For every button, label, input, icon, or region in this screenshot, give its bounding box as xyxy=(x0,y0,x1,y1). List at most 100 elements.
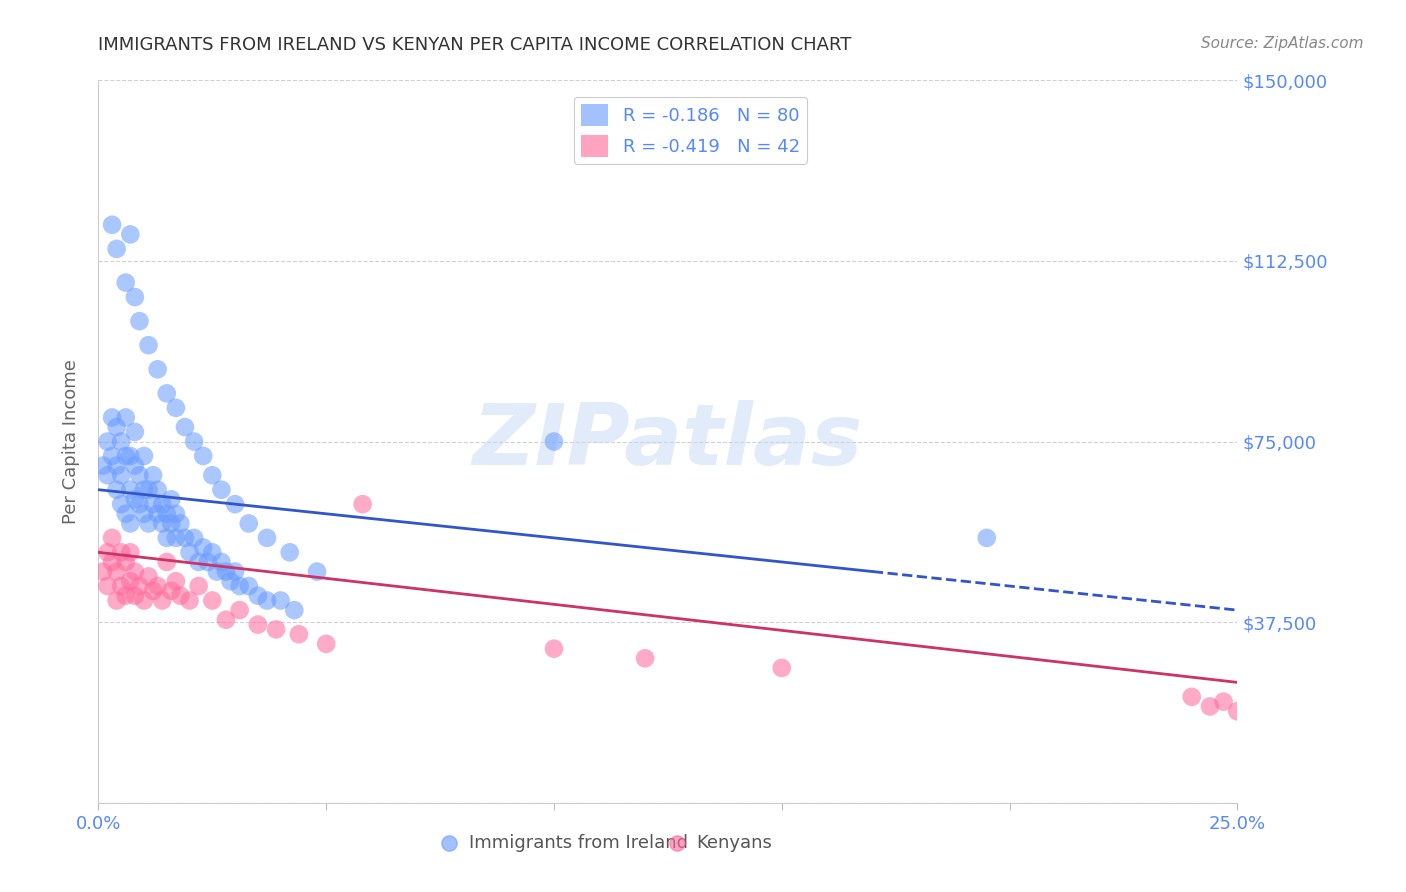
Point xyxy=(101,555,124,569)
Point xyxy=(183,434,205,449)
Point xyxy=(150,497,173,511)
Point xyxy=(193,541,215,555)
Point xyxy=(165,401,187,415)
Text: Immigrants from Ireland: Immigrants from Ireland xyxy=(468,833,688,852)
Point xyxy=(209,483,232,497)
Point xyxy=(169,589,191,603)
Point xyxy=(201,468,224,483)
Point xyxy=(165,507,187,521)
Point xyxy=(132,483,155,497)
Point xyxy=(120,545,142,559)
Point xyxy=(264,623,287,637)
Point xyxy=(156,531,179,545)
Point xyxy=(128,579,150,593)
Point xyxy=(146,483,169,497)
Point xyxy=(120,449,142,463)
Point xyxy=(156,386,179,401)
Point xyxy=(138,569,160,583)
Point xyxy=(315,637,337,651)
Point xyxy=(146,579,169,593)
Point xyxy=(187,579,209,593)
Point xyxy=(278,545,301,559)
Point xyxy=(142,583,165,598)
Point xyxy=(256,531,278,545)
Point xyxy=(110,434,132,449)
Point xyxy=(132,593,155,607)
Point xyxy=(146,362,169,376)
Point xyxy=(187,555,209,569)
Point xyxy=(128,468,150,483)
Point xyxy=(105,242,128,256)
Point xyxy=(142,468,165,483)
Text: Kenyans: Kenyans xyxy=(696,833,772,852)
Point xyxy=(160,516,183,531)
Point xyxy=(174,531,197,545)
Point xyxy=(101,218,124,232)
Point xyxy=(96,468,118,483)
Point xyxy=(174,420,197,434)
Point xyxy=(105,420,128,434)
Text: ZIPatlas: ZIPatlas xyxy=(472,400,863,483)
Point xyxy=(91,458,114,473)
Point xyxy=(165,531,187,545)
Point xyxy=(165,574,187,589)
Point xyxy=(201,593,224,607)
Point xyxy=(543,641,565,656)
Point xyxy=(205,565,228,579)
Point xyxy=(634,651,657,665)
Point xyxy=(150,516,173,531)
Point xyxy=(238,516,260,531)
Point xyxy=(156,507,179,521)
Point xyxy=(142,497,165,511)
Point xyxy=(288,627,311,641)
Point xyxy=(976,531,998,545)
Point xyxy=(215,565,238,579)
Point xyxy=(101,410,124,425)
Point xyxy=(256,593,278,607)
Point xyxy=(1199,699,1222,714)
Point xyxy=(169,516,191,531)
Point xyxy=(110,579,132,593)
Point xyxy=(114,276,136,290)
Point xyxy=(138,516,160,531)
Point xyxy=(132,449,155,463)
Point xyxy=(105,458,128,473)
Point xyxy=(124,589,146,603)
Point xyxy=(124,290,146,304)
Point xyxy=(219,574,242,589)
Point xyxy=(201,545,224,559)
Point xyxy=(110,545,132,559)
Point xyxy=(228,603,250,617)
Point xyxy=(228,579,250,593)
Point xyxy=(156,555,179,569)
Point xyxy=(246,617,269,632)
Point xyxy=(128,314,150,328)
Point xyxy=(215,613,238,627)
Point xyxy=(120,227,142,242)
Point xyxy=(352,497,374,511)
Y-axis label: Per Capita Income: Per Capita Income xyxy=(62,359,80,524)
Point xyxy=(138,338,160,352)
Point xyxy=(1226,704,1249,718)
Point xyxy=(124,458,146,473)
Point xyxy=(770,661,793,675)
Point xyxy=(193,449,215,463)
Point xyxy=(138,483,160,497)
Point xyxy=(91,565,114,579)
Point xyxy=(101,449,124,463)
Legend: R = -0.186   N = 80, R = -0.419   N = 42: R = -0.186 N = 80, R = -0.419 N = 42 xyxy=(574,96,807,164)
Point xyxy=(114,449,136,463)
Point xyxy=(114,410,136,425)
Point xyxy=(96,545,118,559)
Point xyxy=(101,531,124,545)
Point xyxy=(114,589,136,603)
Point xyxy=(150,593,173,607)
Point xyxy=(224,565,246,579)
Point xyxy=(120,574,142,589)
Point xyxy=(124,565,146,579)
Point xyxy=(124,492,146,507)
Point xyxy=(105,593,128,607)
Text: Source: ZipAtlas.com: Source: ZipAtlas.com xyxy=(1201,36,1364,51)
Point xyxy=(110,468,132,483)
Point xyxy=(124,425,146,439)
